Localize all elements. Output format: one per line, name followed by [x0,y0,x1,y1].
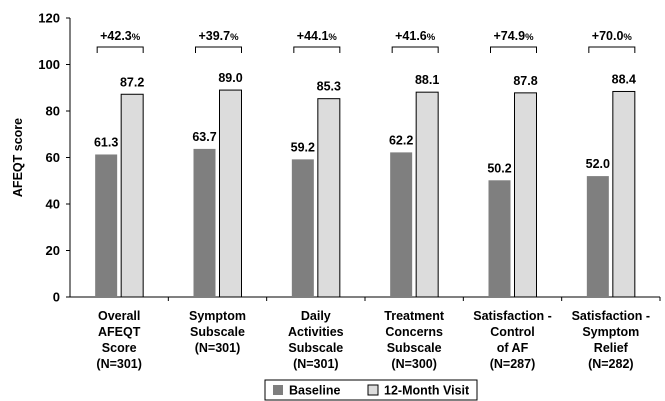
percent-change-label: +41.6% [395,29,436,43]
category-label: Activities [288,325,344,339]
category-label: Symptom [189,309,246,323]
category-label: AFEQT [98,325,141,339]
bar-12-month [219,89,242,298]
percent-change-value: +44.1 [297,29,329,43]
y-tick-label: 20 [46,243,60,258]
bar-12-month [317,98,341,298]
change-bracket [391,46,439,53]
percent-change-label: +74.9% [493,29,534,43]
category-label: Satisfaction - [572,309,651,323]
bar-baseline [193,148,216,297]
bar-baseline [488,180,511,297]
category-label: of AF [497,341,529,355]
value-label-baseline: 63.7 [192,130,216,144]
category-label: Control [490,325,534,339]
category-label: Subscale [288,341,343,355]
category-label: Overall [98,309,140,323]
bar-baseline [586,176,609,297]
value-label-baseline: 59.2 [291,140,315,154]
value-label-baseline: 62.2 [389,133,413,147]
category-label: Score [102,341,137,355]
category-label: Symptom [582,325,639,339]
percent-change-unit: % [230,32,239,43]
value-label-12-month: 87.2 [120,75,144,89]
bar-12-month [514,92,537,298]
category-label: Subscale [387,341,442,355]
y-tick-label: 60 [46,150,60,165]
value-label-12-month: 88.1 [415,73,439,87]
category-label: (N=301) [195,341,241,355]
y-tick-label: 100 [38,57,60,72]
category-label: (N=287) [490,357,536,371]
percent-change-label: +70.0% [592,29,633,43]
percent-change-unit: % [427,32,436,43]
percent-change-value: +41.6 [395,29,427,43]
change-bracket [490,46,537,53]
percent-change-label: +44.1% [297,29,338,43]
y-tick-label: 0 [53,290,60,305]
legend-label-baseline: Baseline [289,384,340,398]
y-tick-label: 80 [46,104,60,119]
legend-swatch-12-month [367,384,379,396]
change-bracket [293,46,341,53]
change-bracket [96,46,144,53]
percent-change-unit: % [328,32,337,43]
percent-change-unit: % [623,32,632,43]
category-label: Daily [301,309,331,323]
legend-swatch-baseline [273,385,283,395]
value-label-baseline: 61.3 [94,135,118,149]
percent-change-label: +42.3% [100,29,141,43]
percent-change-value: +42.3 [100,29,132,43]
category-label: (N=282) [588,357,634,371]
bar-baseline [95,154,118,297]
value-label-baseline: 52.0 [586,157,610,171]
bar-baseline [291,159,314,297]
bar-12-month [612,90,636,298]
category-label: Satisfaction - [473,309,552,323]
change-bracket [588,46,636,53]
change-bracket [195,46,242,53]
bar-baseline [390,152,413,297]
percent-change-value: +39.7 [198,29,230,43]
category-label: Treatment [384,309,445,323]
value-label-12-month: 85.3 [317,80,341,94]
value-label-12-month: 88.4 [612,72,636,86]
percent-change-value: +74.9 [493,29,525,43]
y-axis-title: AFEQT score [11,118,25,197]
category-label: Relief [594,341,629,355]
bar-12-month [415,91,439,298]
y-tick-label: 40 [46,197,60,212]
y-tick-label: 120 [38,11,60,26]
category-label: Concerns [385,325,443,339]
category-label: Subscale [190,325,245,339]
percent-change-unit: % [132,32,141,43]
percent-change-unit: % [525,32,534,43]
percent-change-label: +39.7% [198,29,239,43]
category-label: (N=300) [391,357,437,371]
percent-change-value: +70.0 [592,29,624,43]
category-label: (N=301) [96,357,142,371]
legend-label-12-month: 12-Month Visit [384,384,470,398]
value-label-12-month: 89.0 [218,71,242,85]
value-label-12-month: 87.8 [513,74,537,88]
bar-12-month [120,93,144,298]
value-label-baseline: 50.2 [487,161,511,175]
category-label: (N=301) [293,357,339,371]
